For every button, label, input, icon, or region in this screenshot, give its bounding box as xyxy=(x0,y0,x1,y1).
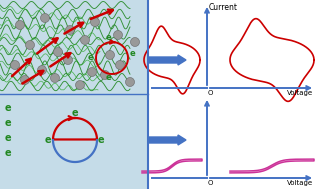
Circle shape xyxy=(125,77,135,87)
Text: e: e xyxy=(5,103,11,113)
Text: O: O xyxy=(208,90,213,96)
Circle shape xyxy=(26,40,34,50)
Text: e: e xyxy=(106,33,112,42)
Circle shape xyxy=(15,20,25,29)
Circle shape xyxy=(113,30,123,40)
Circle shape xyxy=(38,66,46,74)
Text: e: e xyxy=(129,50,135,59)
FancyArrow shape xyxy=(148,55,186,65)
Circle shape xyxy=(53,47,63,57)
Circle shape xyxy=(65,26,75,35)
Circle shape xyxy=(64,56,72,64)
Text: e: e xyxy=(5,133,11,143)
Text: Voltage: Voltage xyxy=(287,180,313,186)
Text: e: e xyxy=(72,108,78,118)
Text: e: e xyxy=(106,74,112,83)
Text: e: e xyxy=(88,53,94,63)
Text: e: e xyxy=(45,135,51,145)
Circle shape xyxy=(10,60,20,70)
Circle shape xyxy=(51,74,59,83)
Text: Voltage: Voltage xyxy=(287,90,313,96)
Bar xyxy=(0,0,148,189)
Circle shape xyxy=(90,18,100,26)
Circle shape xyxy=(100,70,110,80)
Circle shape xyxy=(76,81,84,90)
Circle shape xyxy=(131,37,139,46)
Circle shape xyxy=(40,13,50,22)
FancyArrow shape xyxy=(148,135,186,145)
Circle shape xyxy=(106,50,114,60)
Text: e: e xyxy=(5,118,11,128)
Circle shape xyxy=(88,67,96,77)
Circle shape xyxy=(116,60,125,70)
Text: O: O xyxy=(208,180,213,186)
Circle shape xyxy=(81,36,89,44)
Text: e: e xyxy=(5,148,11,158)
Circle shape xyxy=(21,75,29,84)
Text: Current: Current xyxy=(209,3,238,12)
Text: e: e xyxy=(98,135,104,145)
